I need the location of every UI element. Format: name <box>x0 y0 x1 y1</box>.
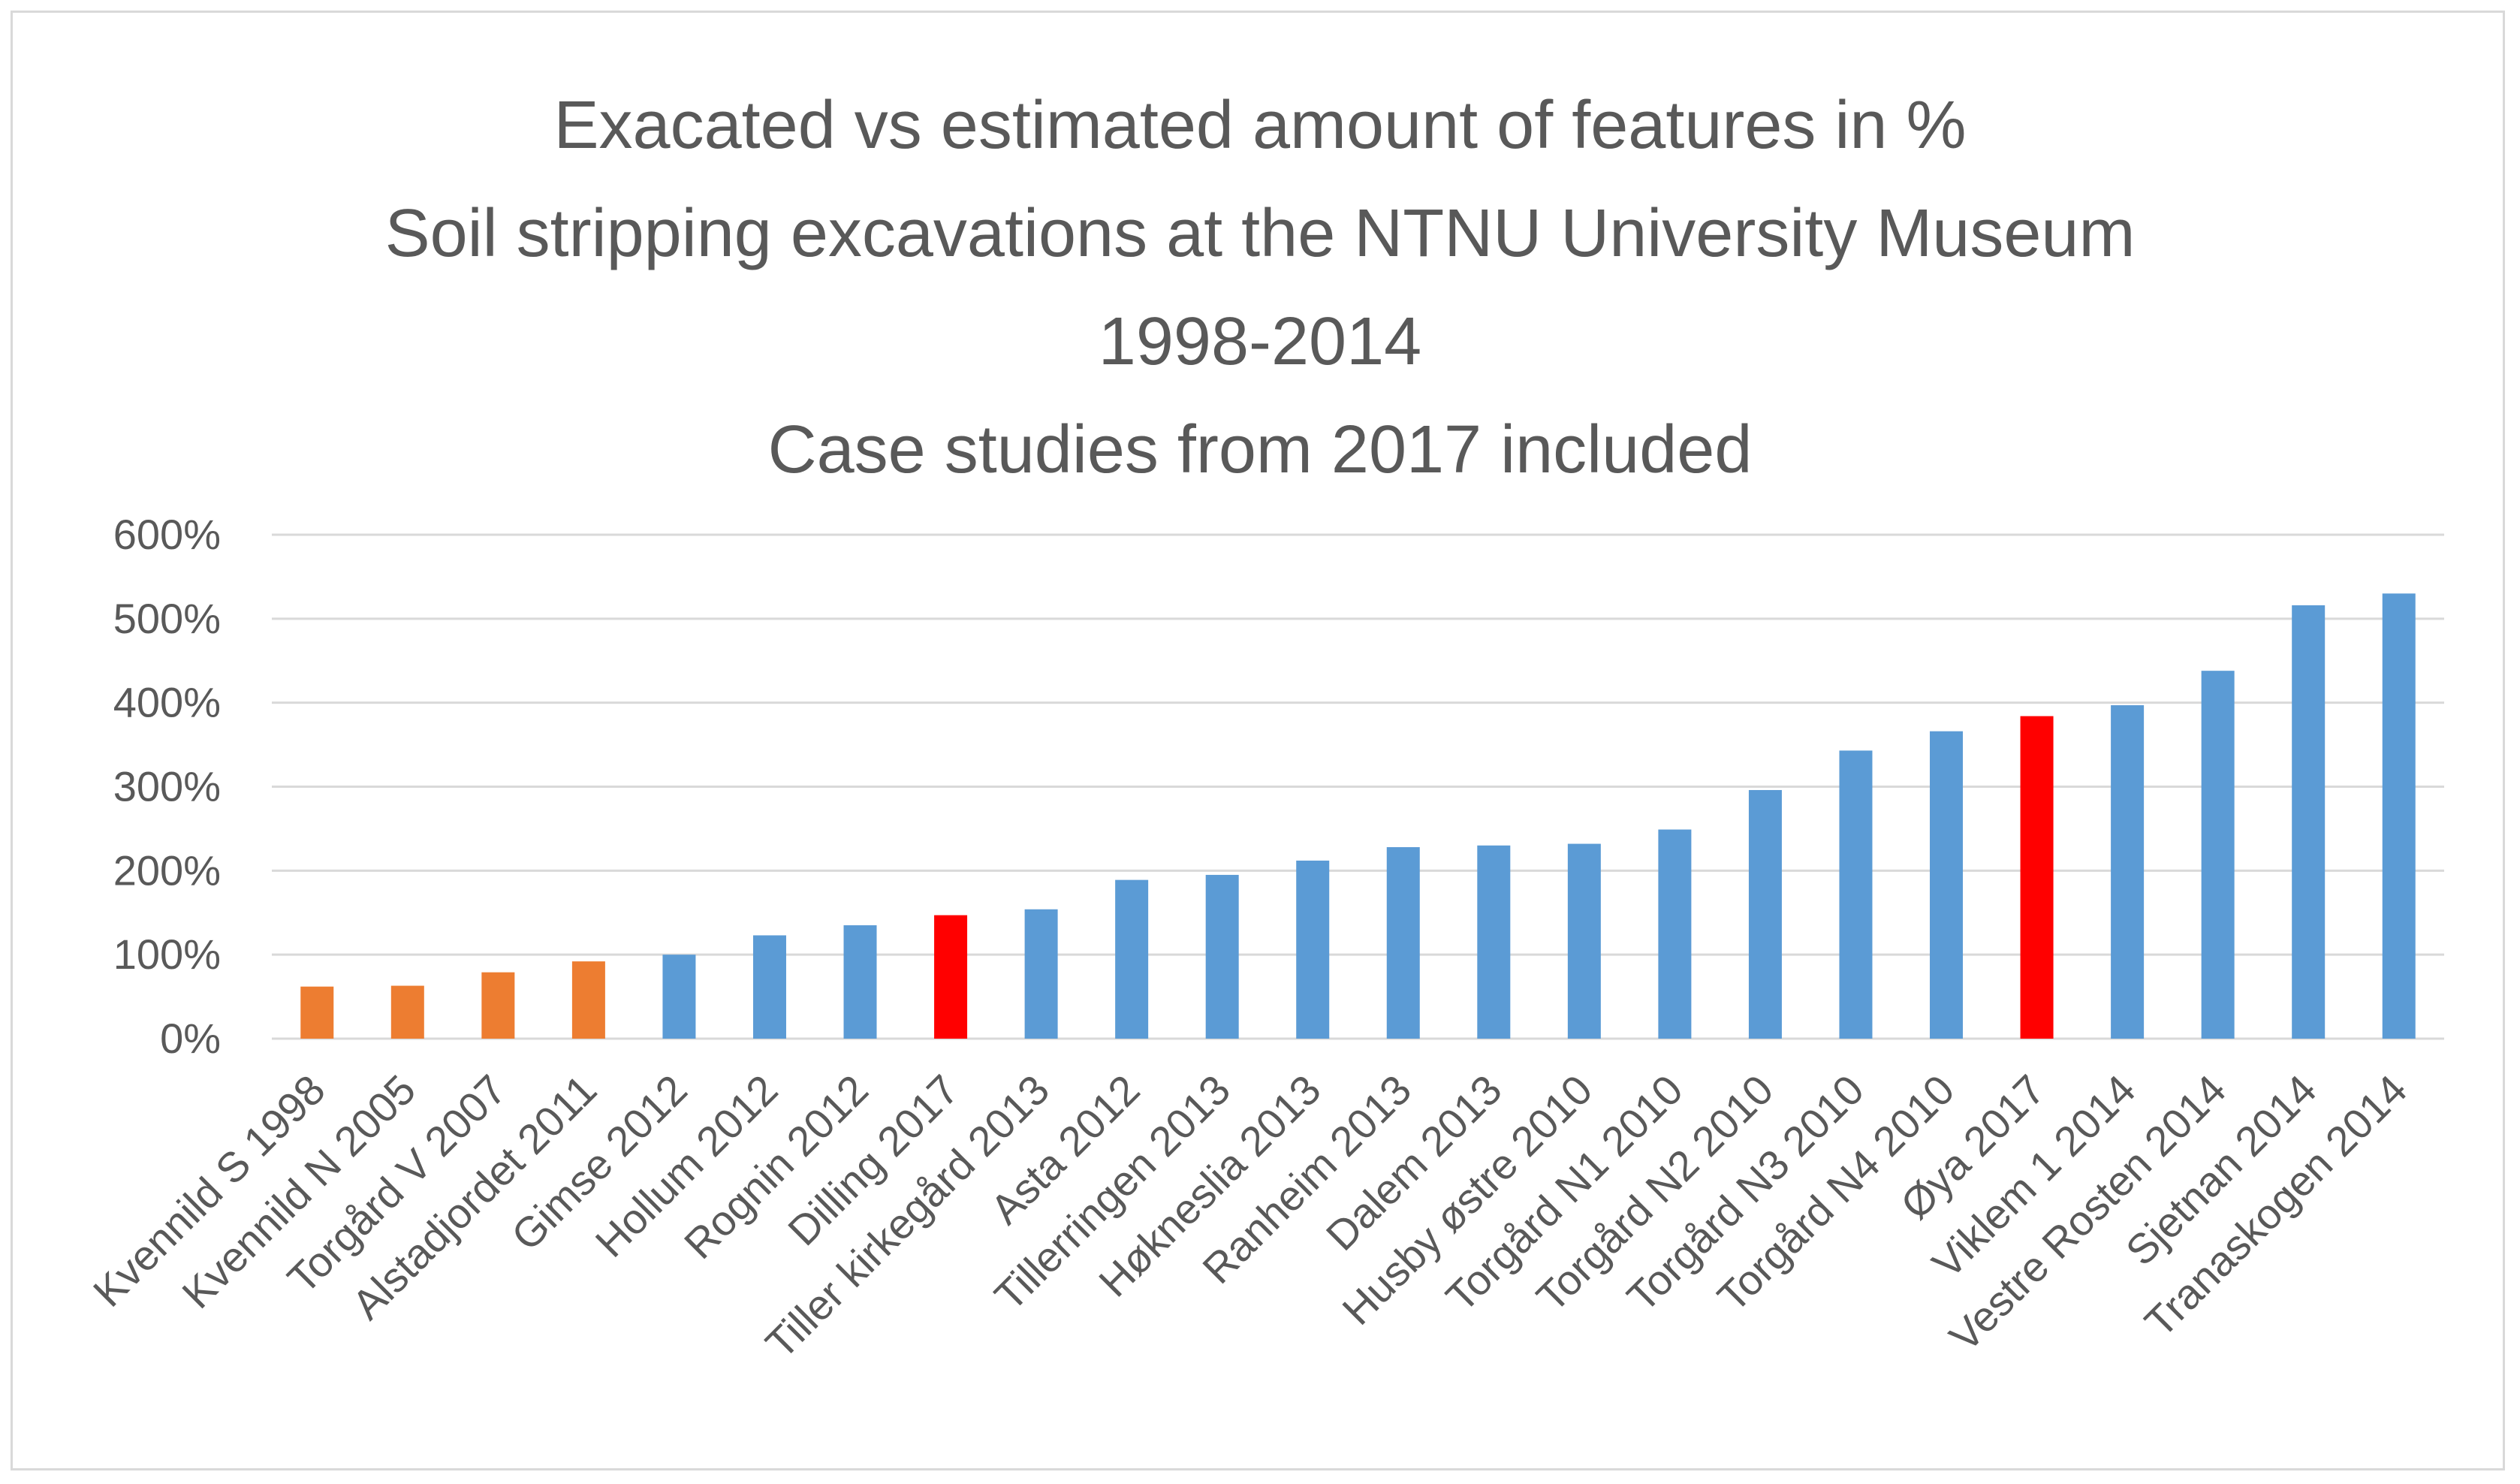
bar <box>300 986 334 1039</box>
bar <box>1839 750 1873 1039</box>
bar <box>1658 829 1692 1039</box>
bar <box>934 915 968 1039</box>
bar <box>843 925 877 1039</box>
bar <box>1296 860 1330 1039</box>
bar <box>1024 909 1058 1039</box>
y-tick-label: 300% <box>113 763 221 810</box>
y-tick-label: 200% <box>113 846 221 894</box>
y-tick-label: 0% <box>160 1015 221 1062</box>
bar <box>662 955 696 1039</box>
bar <box>2111 705 2145 1039</box>
bar <box>1205 874 1239 1039</box>
bar <box>2292 605 2326 1039</box>
bar <box>752 935 786 1039</box>
chart-title-line-2: Soil stripping excavations at the NTNU U… <box>384 196 2136 271</box>
chart-frame <box>11 11 2505 1470</box>
y-tick-label: 100% <box>113 931 221 978</box>
chart-title-line-3: 1998-2014 <box>1098 304 1422 379</box>
bar <box>390 985 424 1039</box>
gridlines <box>272 533 2444 1040</box>
chart-title: Exacated vs estimated amount of features… <box>0 71 2520 504</box>
bar <box>1748 789 1782 1039</box>
chart-title-line-1: Exacated vs estimated amount of features… <box>553 88 1967 163</box>
bar <box>2201 671 2235 1039</box>
bar <box>1386 847 1420 1039</box>
y-tick-label: 600% <box>113 511 221 558</box>
bar <box>2020 716 2054 1039</box>
chart-title-line-4: Case studies from 2017 included <box>767 412 1753 487</box>
y-axis-tick-labels: 0% 100% 200% 300% 400% 500% 600% <box>113 511 221 1062</box>
bar <box>1567 843 1601 1039</box>
bar <box>1930 731 1964 1039</box>
bars <box>300 593 2416 1039</box>
y-tick-label: 500% <box>113 595 221 642</box>
bar <box>481 972 515 1039</box>
bar <box>571 961 605 1039</box>
bar <box>2382 593 2416 1039</box>
bar <box>1115 879 1149 1039</box>
y-tick-label: 400% <box>113 679 221 726</box>
bar <box>1477 845 1511 1039</box>
